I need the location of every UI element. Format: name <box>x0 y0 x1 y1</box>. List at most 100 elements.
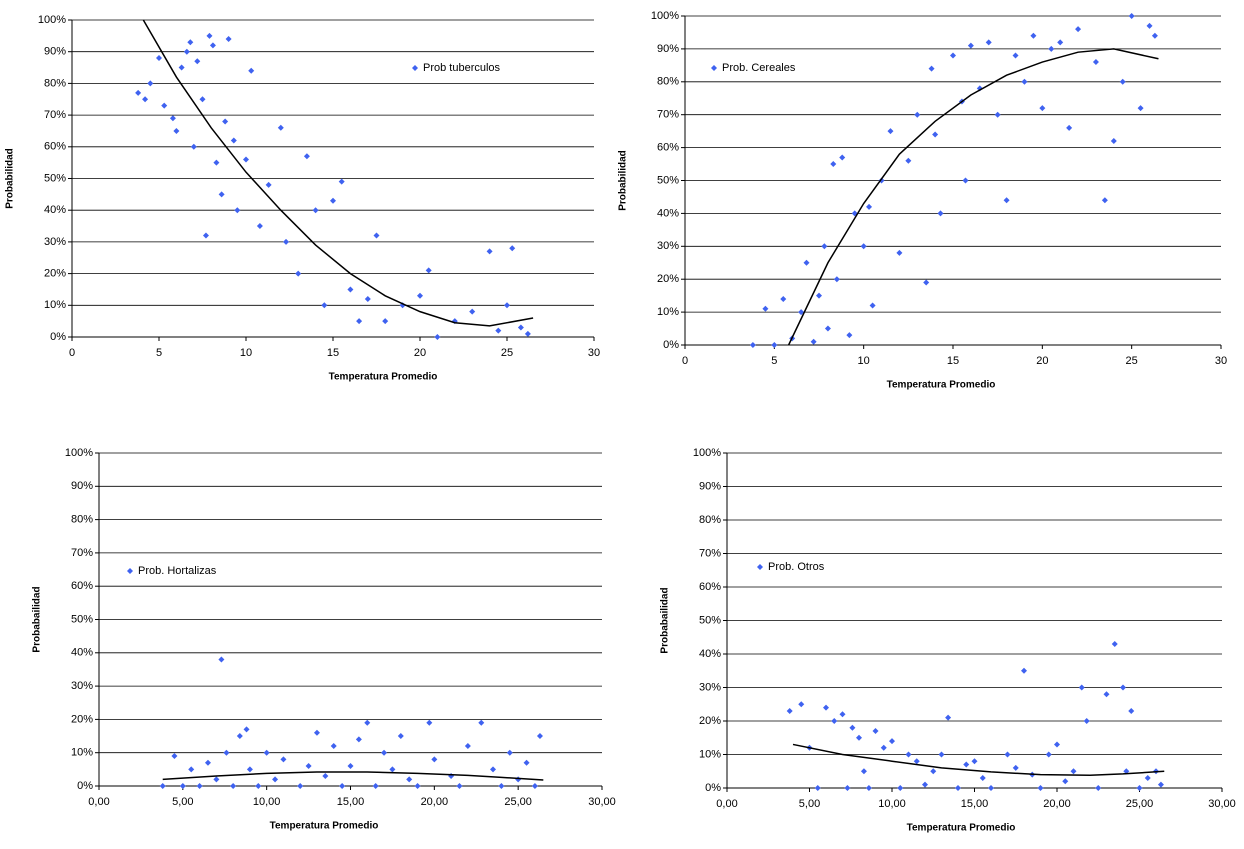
data-point <box>798 701 805 708</box>
x-tick-label: 0,00 <box>88 796 109 808</box>
data-point <box>372 783 379 789</box>
data-point <box>312 207 319 214</box>
data-point <box>347 763 354 770</box>
data-point <box>169 115 176 122</box>
data-point <box>889 738 895 745</box>
data-point <box>833 276 840 283</box>
data-point <box>866 203 873 210</box>
data-point <box>913 758 920 765</box>
y-tick-label: 20% <box>71 713 93 725</box>
data-point <box>887 128 894 135</box>
legend-label: Prob tuberculos <box>423 62 501 74</box>
data-point <box>1157 781 1164 788</box>
data-point <box>515 776 522 783</box>
data-point <box>1048 45 1055 52</box>
data-point <box>283 238 290 245</box>
y-tick-label: 100% <box>38 14 66 26</box>
data-point <box>1039 105 1046 112</box>
trend-line <box>792 743 1165 777</box>
y-tick-label: 70% <box>657 109 679 121</box>
data-point <box>243 156 249 163</box>
data-point <box>786 707 793 714</box>
data-point <box>263 749 270 756</box>
data-point <box>373 232 380 239</box>
data-point <box>234 207 241 214</box>
x-tick-label: 0,00 <box>716 798 737 810</box>
data-point <box>305 763 312 770</box>
data-point <box>831 718 838 724</box>
data-point <box>347 286 354 293</box>
trend-line <box>142 19 534 327</box>
data-point <box>849 724 856 731</box>
y-tick-label: 60% <box>71 580 93 592</box>
y-tick-label: 30% <box>657 240 679 252</box>
data-point <box>1030 32 1037 39</box>
data-point <box>159 783 166 789</box>
y-tick-label: 80% <box>44 77 66 89</box>
data-point <box>896 249 903 256</box>
data-point <box>985 39 992 46</box>
data-point <box>280 756 287 763</box>
y-tick-label: 30% <box>71 680 93 692</box>
data-point <box>1070 768 1077 775</box>
data-point <box>1110 138 1117 145</box>
x-tick-label: 15 <box>327 347 339 359</box>
legend-marker <box>711 65 717 71</box>
data-point <box>509 245 516 252</box>
data-point <box>322 773 329 780</box>
data-point <box>1062 778 1069 785</box>
data-point <box>1128 13 1135 19</box>
data-point <box>824 325 831 332</box>
y-tick-label: 90% <box>44 46 66 58</box>
data-point <box>524 330 531 337</box>
data-point <box>173 127 180 134</box>
data-point <box>1066 124 1073 131</box>
y-tick-label: 90% <box>657 43 679 55</box>
y-tick-label: 100% <box>65 447 93 459</box>
data-point <box>330 743 337 750</box>
data-point <box>277 124 284 131</box>
data-point <box>749 342 756 348</box>
data-point <box>938 751 945 758</box>
data-point <box>382 318 389 325</box>
x-tick-label: 30,00 <box>588 796 616 808</box>
y-tick-label: 20% <box>699 715 721 727</box>
x-tick-label: 30 <box>1215 355 1227 367</box>
data-point <box>923 279 930 286</box>
data-point <box>1054 741 1060 748</box>
data-point <box>218 656 225 663</box>
data-point <box>905 751 912 758</box>
data-point <box>183 48 190 55</box>
x-tick-label: 30,00 <box>1208 798 1236 810</box>
data-point <box>381 749 388 756</box>
data-point <box>830 161 837 168</box>
data-point <box>213 776 220 783</box>
y-tick-label: 10% <box>71 747 93 759</box>
legend-marker <box>412 65 418 71</box>
x-tick-label: 10 <box>240 347 252 359</box>
data-point <box>955 785 961 791</box>
y-axis-title: Probabailidad <box>32 586 43 652</box>
x-axis-title: Temperatura Promedio <box>329 372 438 383</box>
data-point <box>798 309 805 316</box>
legend-label: Prob. Cereales <box>722 62 796 74</box>
x-tick-label: 15,00 <box>337 796 365 808</box>
data-point <box>1120 684 1126 691</box>
y-tick-label: 100% <box>693 447 721 459</box>
data-point <box>932 131 939 138</box>
data-point <box>179 783 186 789</box>
data-point <box>434 334 441 340</box>
data-point <box>872 728 879 735</box>
data-point <box>199 96 206 103</box>
y-tick-label: 90% <box>699 480 721 492</box>
data-point <box>945 714 952 721</box>
x-tick-label: 15,00 <box>961 798 989 810</box>
legend-label: Prob. Otros <box>768 561 825 573</box>
data-point <box>190 143 197 150</box>
y-tick-label: 70% <box>699 547 721 559</box>
y-tick-label: 0% <box>663 339 679 351</box>
data-point <box>860 768 867 775</box>
data-point <box>223 749 230 756</box>
y-tick-label: 20% <box>44 268 66 280</box>
data-point <box>536 733 543 740</box>
